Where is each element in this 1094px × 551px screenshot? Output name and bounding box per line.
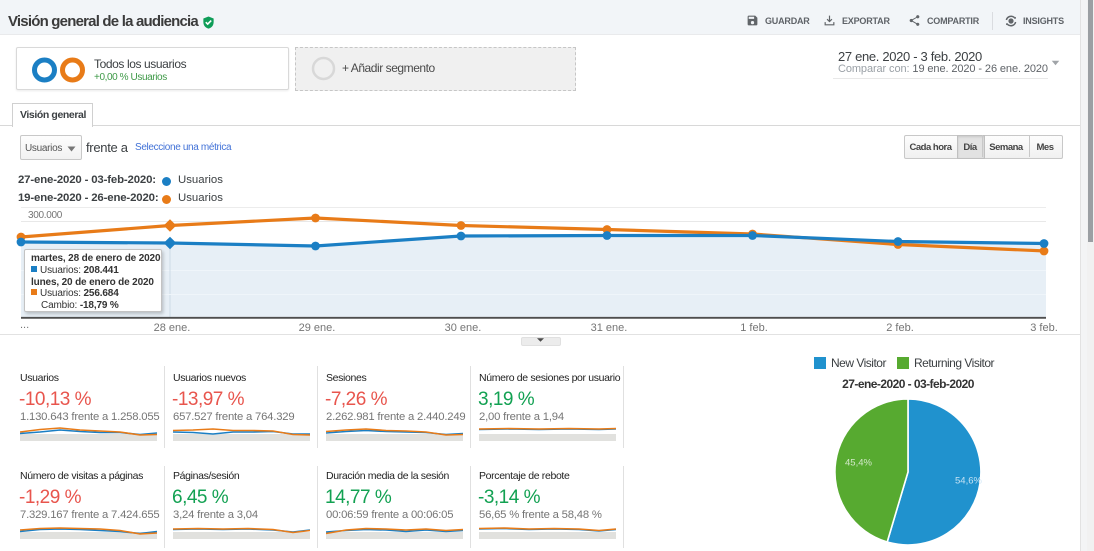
svg-text:54,6%: 54,6% [955, 476, 982, 487]
svg-text:45,4%: 45,4% [845, 458, 872, 469]
